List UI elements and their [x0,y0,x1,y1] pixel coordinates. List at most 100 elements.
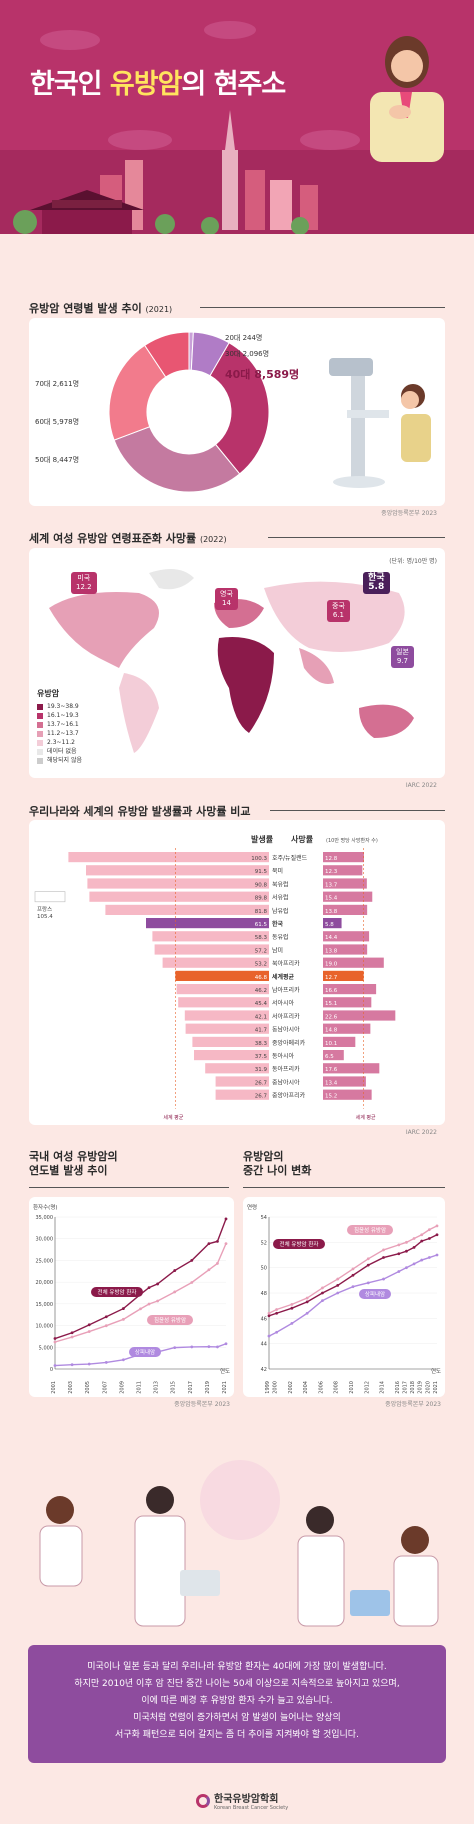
series-label-pill [147,1315,193,1325]
legend-item: 11.2~13.7 [37,729,82,738]
region-label: 중앙아메리카 [272,1039,306,1047]
series-point [216,1239,219,1243]
section2-rule [268,537,445,538]
incidence-mortality-chart: 발생률 사망률 (10만 명당 사망환자 수) 100.3 호주/뉴질랜드 12.8 91.… [34,834,396,1121]
map-card: (단위: 명/10만 명) 유방암 19.3~38.9 16.1~19.3 13.7… [29,548,445,789]
mortality-value: 6.5 [325,1054,334,1060]
incidence-bar [87,878,270,889]
legend-label: 데이터 없음 [47,748,77,755]
callout-value: 12.2 [76,583,92,591]
series-point [224,1217,228,1221]
mortality-unit: (10만 명당 사망환자 수) [326,837,378,844]
series-point [405,1266,408,1270]
incidence-bar [215,1076,269,1087]
section2-title: 세계 여성 유방암 연령표준화 사망률 (2022) [29,532,227,545]
mortality-bar [323,944,368,955]
series-point [351,1267,355,1271]
legend-item: 2.3~11.2 [37,738,82,747]
series-point [397,1243,401,1247]
series-point [351,1273,355,1277]
series-label-pill [359,1289,391,1299]
mortality-bar [323,1076,366,1087]
x-tick-label: 2009 [119,1381,125,1394]
series-label-text: 침윤성 유방암 [354,1226,386,1234]
map-callout: 미국 12.2 [71,572,97,594]
mortality-bar [323,957,384,968]
series-point [70,1363,74,1367]
x-tick-label: 2016 [395,1381,401,1394]
mortality-value: 5.8 [325,922,334,928]
mortality-bar [323,984,377,995]
series-point [267,1314,271,1318]
incidence-value: 37.5 [255,1054,268,1060]
series-point [104,1315,108,1319]
series-label-pill [129,1347,161,1357]
series-point [397,1270,401,1273]
incidence-bar [205,1063,269,1074]
callout-country: 미국 [77,574,91,582]
series-point [382,1256,385,1259]
series-point [53,1340,57,1344]
series-point [435,1233,439,1237]
y-tick-label: 10,000 [36,1324,54,1330]
donut-label: 70대 2,611명 [35,379,79,388]
x-tick-label: 2017 [402,1381,408,1394]
donut-label: 50대 8,447명 [35,455,79,464]
series-point [173,1290,177,1294]
mortality-bar [323,1063,380,1074]
legend-title: 유방암 [37,689,60,698]
y-tick-label: 54 [261,1215,267,1221]
x-tick-label: 2007 [102,1381,108,1394]
compare-card: 발생률 사망률 (10만 명당 사망환자 수) 100.3 호주/뉴질랜드 12.8 91.… [29,820,445,1136]
series-point [427,1228,431,1232]
incidence-bar [152,931,269,942]
incidence-header: 발생률 [251,834,274,844]
incidence-bar [89,891,270,902]
x-tick-label: 2012 [364,1381,370,1394]
section1-title: 유방암 연령별 발생 추이 (2021) [29,302,173,315]
incidence-value: 89.8 [255,896,268,902]
series-point [435,1224,439,1228]
legend-label: 16.1~19.3 [47,712,79,719]
region-label: 중앙아프리카 [272,1092,306,1100]
world-avg-label: 세계 평균 [163,1114,183,1121]
incidence-value: 26.7 [255,1080,268,1086]
doctors-illustration [39,1460,439,1627]
map-callout: 중국 6.1 [327,600,350,622]
series-point [53,1337,57,1340]
summary-line: 미국처럼 연령이 증가하면서 암 발생이 늘어나는 양상의 [133,1713,341,1723]
mortality-bar [323,878,367,889]
series-point [122,1358,125,1362]
region-label: 북아프리카 [272,960,300,968]
mortality-value: 15.1 [325,1001,337,1007]
yearly-cases-chart: 환자수(명) 연도 0 5,000 10,000 15,000 20,000 25,000 30… [33,1203,230,1394]
incidence-bar [146,918,269,929]
legend-item: 데이터 없음 [37,747,82,756]
unit-note: (단위: 명/10만 명) [389,558,437,565]
series-point [336,1284,340,1287]
donut-label: 40대 8,589명 [225,367,299,381]
mortality-bar [323,997,372,1008]
x-tick-label: 2002 [288,1381,294,1394]
series-label: 침윤성 유방암 [347,1225,393,1235]
mortality-header: 사망률 [291,834,314,844]
mortality-value: 13.8 [325,948,338,954]
donut-slice [209,342,270,475]
x-tick-label: 2010 [349,1381,355,1394]
incidence-value: 45.4 [255,1001,268,1007]
incidence-bar [178,997,269,1008]
mortality-value: 14.4 [325,935,338,941]
series-point [382,1248,385,1252]
series-label-text: 전체 유방암 환자 [280,1240,319,1248]
region-label: 북유럽 [272,880,289,888]
legend-item: 해당되지 않음 [37,756,82,765]
series-point [366,1281,370,1285]
section4-title: 국내 여성 유방암의 연도별 발생 추이 [29,1150,118,1177]
legend-swatch [37,712,43,719]
mortality-value: 13.8 [325,909,338,915]
series-point [420,1239,424,1243]
map-callout: 영국 14 [215,588,238,610]
incidence-value: 46.2 [255,988,267,994]
mortality-value: 19.0 [325,962,338,968]
series-point [224,1242,228,1246]
